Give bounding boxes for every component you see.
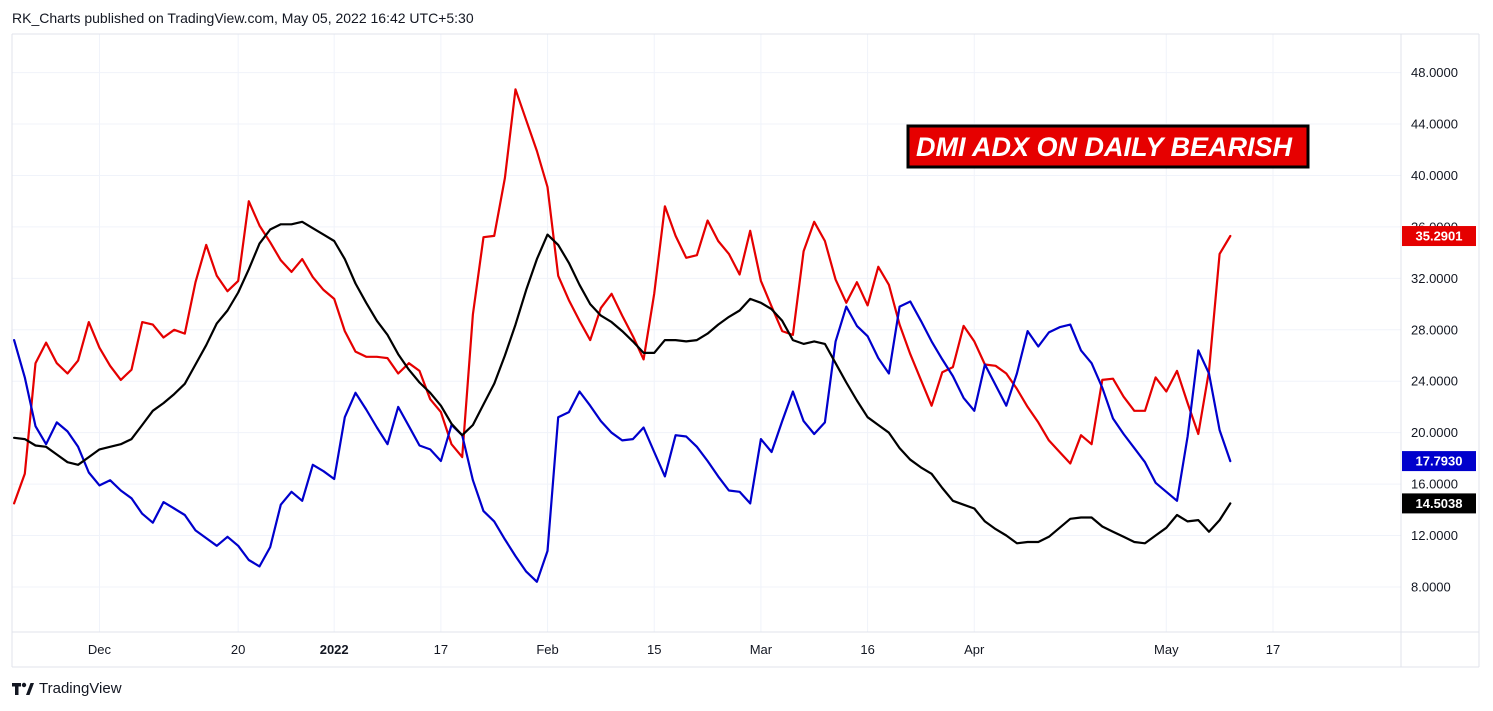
x-tick-label: 17 [1266,642,1280,657]
di-minus-line [13,300,1232,583]
y-tick-label: 24.0000 [1411,374,1458,389]
footer-brand[interactable]: TradingView [12,680,122,697]
y-tick-label: 32.0000 [1411,271,1458,286]
y-tick-label: 28.0000 [1411,322,1458,337]
last-value-text: 35.2901 [1416,229,1463,244]
x-tick-label: May [1154,642,1179,657]
time-axis: Dec 20 2022 17 Feb 15 Mar 16 Apr May 17 [88,642,1280,657]
y-tick-label: 44.0000 [1411,117,1458,132]
di-plus-line [13,88,1232,505]
last-value-badge: 35.2901 [1402,226,1476,247]
x-tick-label: Mar [750,642,773,657]
last-value-text: 17.7930 [1416,454,1463,469]
x-tick-label: Feb [536,642,558,657]
last-value-badge: 14.5038 [1402,493,1476,514]
adx-line [13,220,1232,545]
annotation-text: DMI ADX ON DAILY BEARISH [916,132,1293,162]
x-tick-label: Dec [88,642,112,657]
tradingview-logo-icon [12,682,34,695]
x-tick-label: 17 [434,642,448,657]
x-tick-label: 20 [231,642,245,657]
y-tick-label: 16.0000 [1411,477,1458,492]
last-value-badge: 17.7930 [1402,451,1476,472]
y-tick-label: 12.0000 [1411,528,1458,543]
x-tick-label: 15 [647,642,661,657]
x-tick-label: Apr [964,642,985,657]
annotation-box: DMI ADX ON DAILY BEARISH [906,124,1310,169]
series-layer [13,88,1232,583]
last-value-text: 14.5038 [1416,496,1463,511]
footer-brand-label: TradingView [39,680,122,697]
last-value-badges: 35.2901 17.7930 14.5038 [1402,226,1476,514]
y-tick-label: 48.0000 [1411,65,1458,80]
y-tick-label: 8.0000 [1411,579,1451,594]
x-tick-label: 16 [860,642,874,657]
publish-info: RK_Charts published on TradingView.com, … [12,10,474,26]
y-tick-label: 20.0000 [1411,425,1458,440]
price-axis: 8.0000 12.0000 16.0000 20.0000 24.0000 28.000… [1411,65,1458,594]
y-tick-label: 40.0000 [1411,168,1458,183]
chart-frame [11,33,1480,668]
x-tick-label: 2022 [320,642,349,657]
